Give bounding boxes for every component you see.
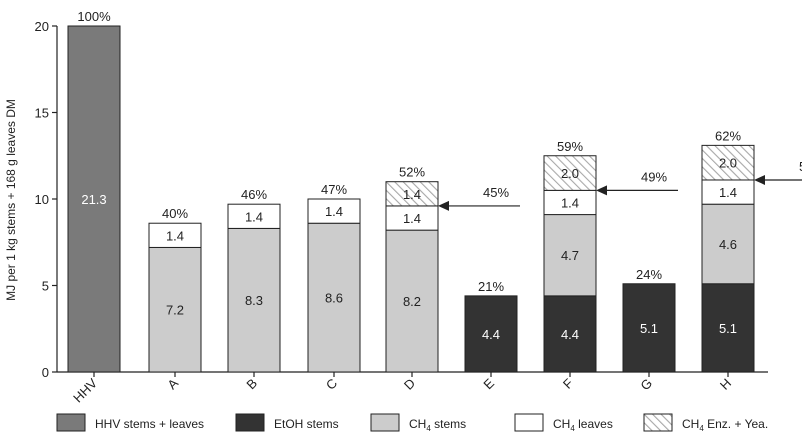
annotation-arrow-head <box>438 200 449 211</box>
legend-swatch-ch4_enz <box>643 413 673 432</box>
bar-total-label: 62% <box>715 128 741 143</box>
legend-subscript: 4 <box>426 424 431 433</box>
annotation-label: 49% <box>641 169 667 184</box>
y-tick-label: 0 <box>42 365 49 380</box>
bar-value-label: 2.0 <box>719 156 737 171</box>
bar-segment-ch4_leaves <box>543 189 597 216</box>
y-axis-label: MJ per 1 kg stems + 168 g leaves DM <box>4 99 18 301</box>
bar-value-label: 5.1 <box>719 321 737 336</box>
bar-value-label: 8.6 <box>325 291 343 306</box>
bar-segment-etoh <box>622 283 676 373</box>
bar-segment-etoh <box>543 295 597 373</box>
bar-value-label: 21.3 <box>81 192 106 207</box>
annotations: 45% 49% 52% <box>438 159 802 211</box>
bar-value-label: 4.4 <box>482 327 500 342</box>
x-tick-label: E <box>480 375 497 392</box>
bar-total-label: 100% <box>77 9 111 24</box>
bar-segment-hhv <box>67 25 121 373</box>
x-tick-label: B <box>243 376 260 393</box>
x-tick-label: A <box>164 375 181 392</box>
bar-total-label: 21% <box>478 279 504 294</box>
x-tick-label: F <box>560 375 576 391</box>
bar-value-label: 4.7 <box>561 248 579 263</box>
bars: 21.3 7.2 1.4 8.3 1.4 8.6 1.4 8.2 1.4 1.4 4.4 4.4 4.7… <box>67 9 755 373</box>
bar-value-label: 8.3 <box>245 293 263 308</box>
bar-value-label: 2.0 <box>561 166 579 181</box>
legend-label: HHV stems + leaves <box>95 417 204 431</box>
bar-segment-ch4_leaves <box>148 222 202 248</box>
bar-value-label: 4.6 <box>719 237 737 252</box>
bar-total-label: 40% <box>162 206 188 221</box>
annotation-label: 52% <box>799 159 802 174</box>
bar-segment-ch4_leaves <box>701 179 755 205</box>
bar-segment-ch4_stems <box>701 203 755 285</box>
annotation-label: 45% <box>483 185 509 200</box>
bar-value-label: 4.4 <box>561 327 579 342</box>
legend-label: CH4 Enz. + Yea. <box>682 417 768 433</box>
legend-suffix: stems <box>431 417 466 431</box>
legend-subscript: 4 <box>699 424 704 433</box>
bar-segment-ch4_enz <box>543 155 597 191</box>
bar-segment-ch4_leaves <box>307 198 361 224</box>
bar-value-label: 8.2 <box>403 294 421 309</box>
bar-total-label: 59% <box>557 139 583 154</box>
annotation-arrow-head <box>754 174 765 185</box>
legend-label: CH4 leaves <box>553 417 613 433</box>
bar-value-label: 1.4 <box>245 209 263 224</box>
bar-value-label: 1.4 <box>403 211 421 226</box>
bar-value-label: 5.1 <box>640 321 658 336</box>
bar-segment-ch4_stems <box>227 227 281 373</box>
bar-segment-ch4_leaves <box>227 203 281 229</box>
bar-total-label: 47% <box>321 182 347 197</box>
bar-value-label: 1.4 <box>719 185 737 200</box>
annotation-arrow-head <box>596 185 607 196</box>
legend-swatch-hhv <box>56 413 86 432</box>
x-tick-label: D <box>401 376 418 393</box>
legend-label: EtOH stems <box>274 417 339 431</box>
legend-suffix: Enz. + Yea. <box>704 417 768 431</box>
x-tick-label: C <box>323 376 340 393</box>
legend-label: CH4 stems <box>409 417 466 433</box>
legend: HHV stems + leaves EtOH stems CH4 stems CH4… <box>56 413 768 433</box>
y-tick-label: 5 <box>42 279 49 294</box>
bar-segment-ch4_stems <box>543 214 597 297</box>
bar-value-label: 1.4 <box>403 187 421 202</box>
bar-segment-ch4_stems <box>148 246 202 373</box>
bar-segment-ch4_enz <box>385 181 439 207</box>
bar-segment-ch4_enz <box>701 144 755 181</box>
bar-value-label: 1.4 <box>166 228 184 243</box>
y-tick-label: 20 <box>35 19 49 34</box>
bar-segment-ch4_stems <box>307 222 361 373</box>
legend-suffix: leaves <box>575 417 613 431</box>
bar-total-label: 46% <box>241 187 267 202</box>
bar-value-label: 1.4 <box>561 195 579 210</box>
legend-swatch-etoh <box>235 413 265 432</box>
x-tick-label: HHV <box>70 375 100 405</box>
y-tick-label: 15 <box>35 106 49 121</box>
bar-segment-etoh <box>464 295 518 373</box>
y-tick-label: 10 <box>35 192 49 207</box>
bar-segment-ch4_stems <box>385 229 439 373</box>
legend-swatch-ch4_stems <box>370 413 400 432</box>
x-tick-label: G <box>637 376 655 394</box>
bar-value-label: 7.2 <box>166 303 184 318</box>
x-tick-label: H <box>717 376 734 393</box>
legend-subscript: 4 <box>570 424 575 433</box>
legend-swatch-ch4_leaves <box>514 413 544 432</box>
bar-total-label: 52% <box>399 165 425 180</box>
bar-value-label: 1.4 <box>325 204 343 219</box>
bar-total-label: 24% <box>636 267 662 282</box>
